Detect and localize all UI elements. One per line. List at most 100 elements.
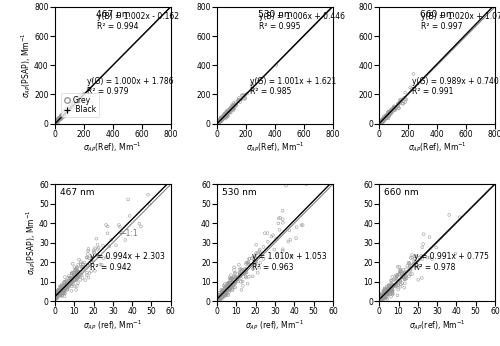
Point	[83, 270, 91, 275]
Point	[385, 110, 393, 116]
Point	[382, 114, 390, 120]
Point	[224, 114, 232, 119]
Point	[241, 92, 249, 97]
Point	[218, 289, 226, 294]
Point	[88, 260, 96, 265]
Point	[380, 116, 388, 122]
Point	[216, 119, 224, 125]
Point	[62, 285, 70, 290]
Point	[296, 37, 304, 42]
Point	[381, 290, 389, 296]
Point	[378, 118, 386, 123]
Point	[51, 121, 59, 126]
Point	[52, 119, 60, 125]
Point	[433, 62, 441, 67]
Point	[219, 290, 227, 296]
Point	[140, 30, 148, 36]
Point	[226, 280, 234, 286]
Point	[390, 105, 398, 111]
Point	[71, 267, 79, 273]
Point	[58, 114, 66, 119]
Point	[84, 248, 92, 254]
Point	[58, 112, 66, 118]
Point	[51, 294, 59, 300]
Point	[220, 292, 228, 298]
Point	[140, 29, 148, 34]
Point	[220, 114, 228, 119]
Point	[388, 107, 396, 112]
Point	[376, 121, 384, 126]
Point	[376, 120, 384, 126]
Point	[456, 215, 464, 220]
Point	[402, 97, 410, 102]
Point	[227, 280, 235, 286]
Point	[383, 293, 391, 299]
Point	[221, 285, 229, 291]
Point	[220, 293, 228, 299]
Point	[146, 27, 154, 33]
Point	[376, 120, 384, 125]
Point	[102, 254, 110, 260]
Point	[220, 291, 228, 297]
Point	[400, 99, 407, 104]
Point	[220, 293, 228, 298]
Point	[377, 298, 385, 303]
Point	[216, 117, 224, 122]
Point	[238, 266, 246, 272]
Point	[61, 111, 69, 116]
Point	[221, 112, 229, 118]
Point	[387, 281, 395, 286]
Point	[54, 118, 62, 123]
Point	[376, 121, 384, 126]
Point	[400, 277, 408, 282]
Point	[226, 110, 234, 115]
Point	[387, 288, 395, 293]
Point	[220, 115, 228, 120]
Point	[377, 120, 385, 126]
Point	[54, 293, 62, 299]
Point	[52, 292, 60, 297]
Point	[55, 117, 63, 122]
Point	[59, 111, 67, 117]
Point	[380, 116, 388, 122]
Point	[220, 116, 228, 121]
Point	[221, 289, 229, 295]
Point	[376, 121, 384, 126]
Point	[52, 119, 60, 124]
Point	[52, 293, 60, 299]
Point	[214, 120, 222, 125]
Point	[286, 41, 294, 47]
Point	[144, 26, 152, 31]
Point	[66, 107, 74, 112]
Point	[52, 293, 60, 298]
Point	[138, 35, 145, 40]
Point	[52, 290, 60, 296]
Point	[104, 230, 112, 236]
Point	[376, 296, 384, 302]
Text: R² = 0.985: R² = 0.985	[250, 88, 291, 97]
Point	[378, 293, 386, 299]
Point	[408, 252, 416, 258]
Point	[213, 121, 221, 126]
Point	[116, 224, 124, 230]
Point	[54, 118, 62, 123]
Point	[442, 51, 450, 56]
Point	[440, 54, 448, 60]
Point	[400, 285, 408, 290]
Point	[148, 23, 156, 28]
Point	[56, 291, 64, 296]
Point	[218, 117, 226, 122]
Point	[388, 107, 396, 112]
Point	[62, 283, 70, 289]
Point	[384, 290, 392, 296]
Point	[227, 283, 235, 289]
Point	[232, 101, 239, 107]
Point	[217, 116, 225, 122]
Point	[214, 119, 222, 125]
Point	[390, 104, 398, 109]
Point	[85, 86, 93, 91]
Point	[58, 289, 66, 294]
Point	[58, 293, 66, 298]
Text: R² = 0.979: R² = 0.979	[88, 88, 129, 97]
Text: y = 1.010x + 1.053: y = 1.010x + 1.053	[252, 252, 326, 261]
